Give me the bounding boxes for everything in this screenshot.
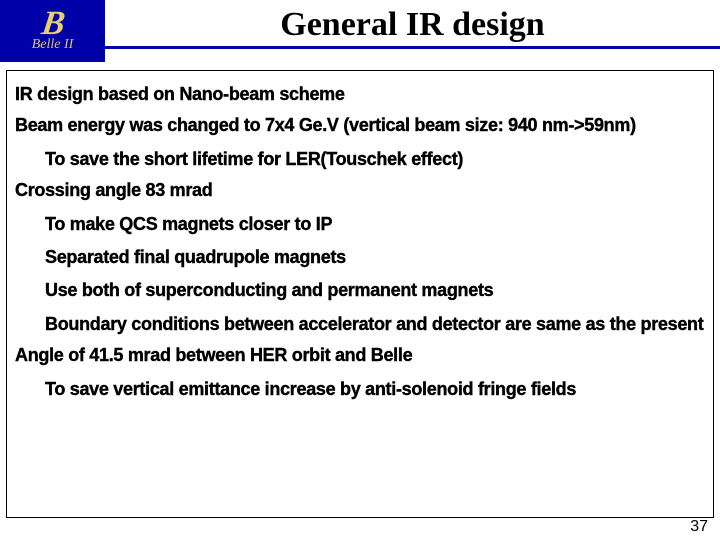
content-box: IR design based on Nano-beam scheme Beam…: [6, 70, 714, 518]
bullet-lvl1: Use both of superconducting and permanen…: [45, 279, 705, 302]
bullet-lvl0: Angle of 41.5 mrad between HER orbit and…: [15, 344, 705, 367]
bullet-lvl0: Crossing angle 83 mrad: [15, 179, 705, 202]
page-number: 37: [690, 518, 708, 536]
bullet-lvl1: To save vertical emittance increase by a…: [45, 378, 705, 401]
bullet-lvl1: To save the short lifetime for LER(Tousc…: [45, 148, 705, 171]
bullet-lvl0: IR design based on Nano-beam scheme: [15, 83, 705, 106]
bullet-lvl0: Beam energy was changed to 7x4 Ge.V (ver…: [15, 114, 705, 137]
title-rule: [105, 46, 720, 49]
title-wrap: General IR design: [105, 0, 720, 62]
logo-letter: B: [40, 9, 65, 40]
slide-title: General IR design: [105, 0, 720, 44]
bullet-lvl1: Boundary conditions between accelerator …: [45, 313, 705, 336]
bullet-lvl1: Separated final quadrupole magnets: [45, 246, 705, 269]
belle2-logo: B Belle II: [0, 0, 105, 62]
slide-header: B Belle II General IR design: [0, 0, 720, 62]
bullet-lvl1: To make QCS magnets closer to IP: [45, 213, 705, 236]
